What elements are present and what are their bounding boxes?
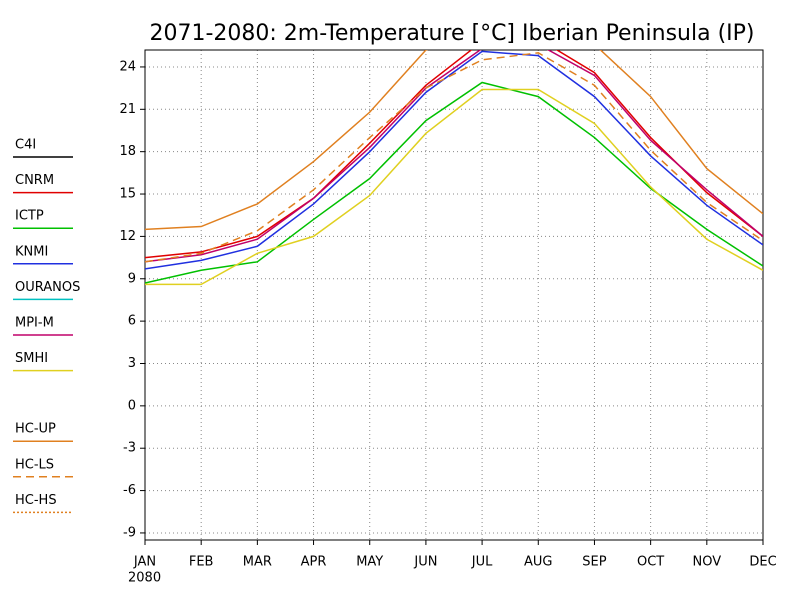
x-tick-label: OCT	[637, 555, 664, 570]
plot-frame	[144, 49, 764, 541]
legend-label: CNRM	[15, 173, 54, 188]
y-tick-label: 15	[119, 187, 136, 202]
legend-label: MPI-M	[15, 316, 54, 331]
series-line	[145, 50, 763, 231]
y-tick-label: 21	[119, 102, 136, 117]
legend-label: SMHI	[15, 351, 48, 366]
y-tick-label: 12	[119, 229, 136, 244]
series-line	[145, 50, 763, 259]
series-line	[145, 88, 763, 286]
x-tick-label: MAY	[356, 555, 383, 570]
legend-label: C4I	[15, 138, 36, 153]
y-tick-label: 6	[128, 314, 136, 329]
x-tick-label: MAR	[243, 555, 272, 570]
y-tick-label: 0	[128, 398, 136, 413]
y-tick-label: -9	[123, 525, 136, 540]
x-tick-label: NOV	[693, 555, 722, 570]
y-tick-label: 3	[128, 356, 136, 371]
x-tick-label: FEB	[189, 555, 214, 570]
legend-label: OURANOS	[15, 280, 80, 295]
y-tick-label: 18	[119, 144, 136, 159]
chart-title: 2071-2080: 2m-Temperature [°C] Iberian P…	[149, 21, 754, 46]
x-tick-label: APR	[301, 555, 327, 570]
x-sublabel: 2080	[128, 571, 161, 586]
y-tick-label: 9	[128, 271, 136, 286]
y-tick-label: -6	[123, 483, 136, 498]
plot-lines	[145, 50, 763, 286]
legend-label: HC-HS	[15, 493, 57, 508]
x-tick-label: SEP	[582, 555, 606, 570]
y-tick-label: 24	[119, 59, 136, 74]
legend-label: HC-UP	[15, 422, 56, 437]
x-tick-label: JAN	[133, 555, 156, 570]
series-line	[145, 50, 763, 270]
y-tick-label: -3	[123, 441, 136, 456]
x-tick-label: JUN	[413, 555, 437, 570]
legend-label: KNMI	[15, 244, 48, 259]
series-line	[145, 81, 763, 284]
legend-label: HC-LS	[15, 457, 54, 472]
x-tick-label: DEC	[749, 555, 776, 570]
series-line	[145, 52, 763, 263]
x-tick-label: JUL	[471, 555, 493, 570]
x-tick-label: AUG	[524, 555, 552, 570]
legend-label: ICTP	[15, 209, 44, 224]
series-line	[145, 50, 763, 263]
